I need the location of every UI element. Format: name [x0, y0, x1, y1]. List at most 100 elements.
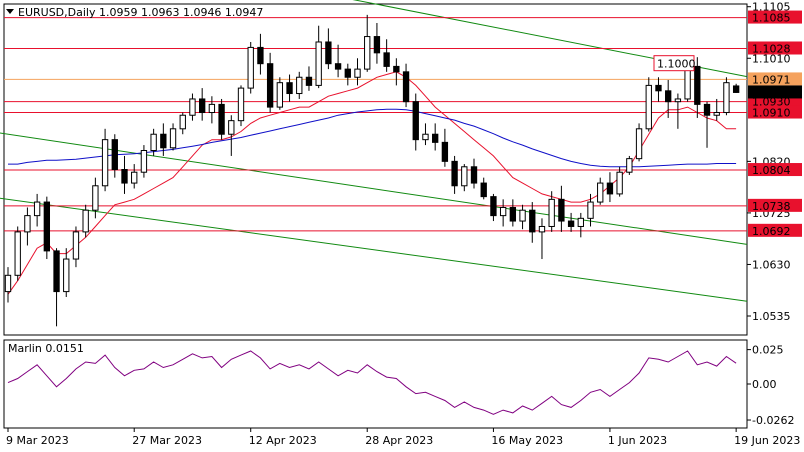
candle-body	[529, 209, 536, 233]
candle-body	[140, 150, 148, 173]
candle-body	[538, 225, 546, 233]
osc-tick-label: 0.00	[752, 378, 777, 391]
oscillator-panel-frame	[3, 339, 748, 429]
candle-body	[402, 71, 410, 103]
level-label: 1.1028	[752, 42, 791, 55]
candle-body	[373, 36, 381, 54]
level-label: 1.0738	[752, 200, 791, 213]
candle-body	[169, 128, 177, 149]
candle-body	[364, 36, 371, 70]
price-tick-label: 1.0630	[752, 258, 791, 271]
candle-body	[111, 139, 118, 170]
candle-body	[461, 166, 468, 187]
candle-body	[626, 158, 633, 173]
candle-body	[344, 68, 351, 78]
candle-body	[703, 103, 711, 116]
candle-body	[645, 84, 652, 130]
candle-body	[597, 182, 604, 203]
candle-body	[451, 160, 458, 187]
candle-body	[334, 63, 342, 70]
level-label: 1.0971	[752, 73, 791, 86]
ma-line-0	[7, 71, 737, 295]
candle-body	[422, 133, 429, 141]
level-label-bg	[748, 72, 802, 86]
price-tick-label: 1.0535	[752, 310, 791, 323]
channel-line-0	[0, 132, 748, 245]
date-label: 27 Mar 2023	[132, 434, 202, 447]
candle-body	[43, 201, 51, 252]
candle-body	[63, 258, 70, 293]
candle-body	[548, 198, 555, 227]
candle-body	[160, 133, 167, 149]
level-label-bg	[748, 198, 802, 212]
annotation-label: 1.1000	[657, 58, 696, 71]
candle-body	[266, 63, 274, 108]
candle-body	[228, 120, 235, 135]
channel-line-1	[0, 197, 748, 302]
candle-body	[665, 90, 672, 103]
candle-body	[325, 41, 332, 65]
candle-body	[577, 217, 584, 227]
candle-body	[616, 171, 623, 195]
candle-body	[732, 85, 740, 93]
candle-body	[237, 87, 245, 122]
annotation-box	[653, 55, 695, 72]
candle-body	[509, 206, 517, 222]
main-panel-frame	[3, 3, 748, 336]
candle-body	[257, 46, 264, 65]
date-label: 9 Mar 2023	[6, 434, 69, 447]
oscillator-header: Marlin 0.0151	[8, 342, 84, 355]
level-label: 1.0804	[752, 164, 791, 177]
level-label-bg	[748, 10, 802, 24]
date-label: 28 Apr 2023	[365, 434, 433, 447]
level-label-bg	[748, 163, 802, 177]
candle-body	[606, 182, 614, 195]
candle-body	[286, 82, 293, 95]
candle-body	[276, 82, 284, 108]
candle-body	[92, 185, 99, 211]
candle-body	[567, 220, 575, 227]
candle-body	[33, 201, 41, 217]
candle-body	[635, 128, 643, 160]
chart-header: EURUSD,Daily 1.0959 1.0963 1.0946 1.0947	[18, 6, 263, 19]
level-label: 1.0910	[752, 107, 791, 120]
candle-body	[694, 65, 701, 105]
candle-body	[441, 141, 449, 162]
osc-tick-label: 0.025	[752, 344, 784, 357]
ma-line-1	[8, 108, 737, 168]
candle-body	[684, 65, 691, 100]
date-label: 1 Jun 2023	[608, 434, 667, 447]
level-label-bg	[748, 105, 802, 119]
date-label: 12 Apr 2023	[249, 434, 317, 447]
candle-body	[247, 46, 254, 89]
candle-body	[519, 209, 526, 222]
candle-body	[14, 231, 21, 276]
candle-body	[150, 133, 157, 152]
candle-body	[101, 139, 109, 187]
candle-body	[354, 68, 361, 78]
date-label: 19 Jun 2023	[734, 434, 800, 447]
osc-tick-label: -0.0262	[752, 414, 794, 427]
candle-body	[208, 103, 216, 114]
candle-body	[4, 274, 12, 293]
candle-body	[305, 76, 313, 86]
candle-body	[490, 196, 497, 217]
candle-body	[131, 171, 138, 184]
dropdown-triangle-icon	[6, 9, 14, 14]
candle-body	[218, 103, 225, 135]
level-label: 1.0692	[752, 225, 791, 238]
candle-body	[82, 209, 89, 233]
candle-body	[558, 198, 565, 222]
level-label: 1.0930	[752, 96, 791, 109]
candle-body	[296, 76, 303, 95]
candle-body	[655, 84, 662, 92]
price-tick-label: 1.1010	[752, 52, 791, 65]
candle-body	[432, 133, 439, 143]
current-price-label: 1.0947	[752, 86, 791, 99]
current-price-bg	[748, 85, 802, 99]
level-label-bg	[748, 223, 802, 237]
candle-body	[393, 65, 400, 73]
candle-body	[499, 206, 507, 217]
